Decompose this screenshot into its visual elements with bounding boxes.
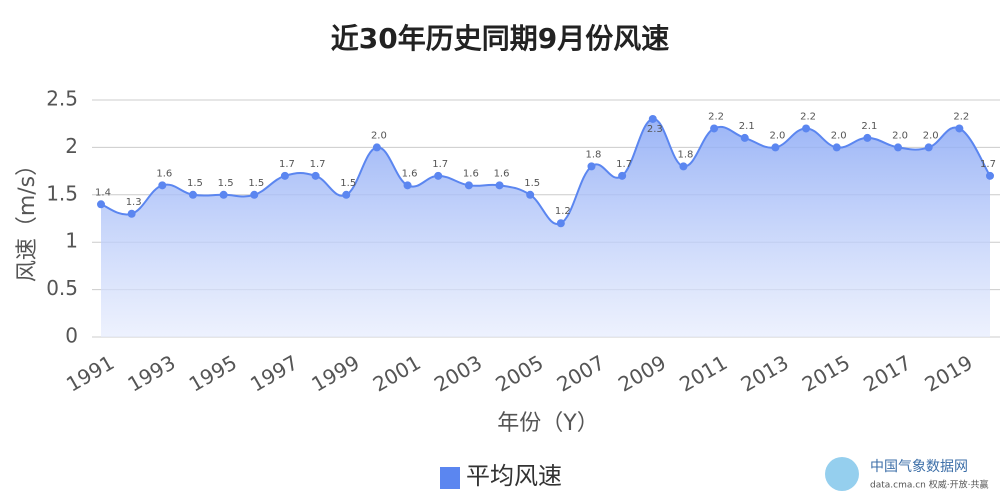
point — [587, 162, 596, 171]
point — [434, 171, 443, 180]
point — [495, 181, 504, 190]
x-tick-label: 1993 — [123, 350, 179, 396]
point — [280, 171, 289, 180]
point — [556, 219, 565, 228]
data-label: 1.8 — [677, 149, 693, 160]
legend-swatch — [440, 467, 460, 489]
data-label: 2.0 — [371, 130, 387, 141]
x-tick-label: 2007 — [553, 350, 609, 396]
x-tick-label: 2017 — [859, 350, 915, 396]
data-label: 2.1 — [861, 121, 877, 132]
data-label: 1.7 — [432, 159, 448, 170]
data-label: 1.4 — [95, 187, 111, 198]
x-tick-label: 2009 — [614, 350, 670, 396]
point — [648, 114, 657, 123]
data-label: 1.5 — [524, 178, 540, 189]
data-label: 2.0 — [892, 130, 908, 141]
data-label: 1.7 — [980, 159, 996, 170]
area — [101, 118, 990, 338]
point — [403, 181, 412, 190]
data-label: 2.2 — [953, 111, 969, 122]
x-tick-label: 2001 — [369, 350, 425, 396]
data-label: 1.5 — [248, 178, 264, 189]
data-label: 2.2 — [708, 111, 724, 122]
data-label: 1.5 — [340, 178, 356, 189]
point — [464, 181, 473, 190]
point — [311, 171, 320, 180]
watermark-name: 中国气象数据网 — [870, 459, 968, 475]
y-tick-label: 2.5 — [46, 87, 78, 111]
data-label: 1.6 — [402, 168, 418, 179]
data-label: 2.0 — [923, 130, 939, 141]
x-tick-label: 2013 — [737, 350, 793, 396]
point — [955, 124, 964, 133]
y-tick-label: 0.5 — [46, 276, 78, 300]
point — [771, 143, 780, 152]
chart-title: 近30年历史同期9月份风速 — [331, 22, 669, 55]
x-tick-label: 2003 — [430, 350, 486, 396]
y-axis-label: 风速（m/s） — [15, 154, 40, 282]
x-tick-label: 2015 — [798, 350, 854, 396]
watermark-url: data.cma.cn 权威·开放·共赢 — [870, 479, 988, 491]
data-label: 1.5 — [218, 178, 234, 189]
y-tick-label: 1.5 — [46, 181, 78, 205]
legend-label[interactable]: 平均风速 — [466, 462, 562, 490]
point — [679, 162, 688, 171]
point — [342, 190, 351, 199]
data-label: 1.7 — [310, 159, 326, 170]
data-label: 2.2 — [800, 111, 816, 122]
point — [740, 133, 749, 142]
point — [372, 143, 381, 152]
x-axis-label: 年份（Y） — [497, 411, 598, 436]
x-tick-label: 1995 — [185, 350, 241, 396]
y-tick-label: 1 — [65, 229, 78, 253]
point — [158, 181, 167, 190]
data-label: 1.7 — [616, 159, 632, 170]
watermark-logo: 中国气象数据网 data.cma.cn 权威·开放·共赢 — [825, 457, 988, 491]
point — [986, 171, 994, 180]
data-label: 1.8 — [586, 149, 602, 160]
x-tick-label: 1999 — [307, 350, 363, 396]
x-tick-label: 1997 — [246, 350, 302, 396]
data-label: 2.1 — [739, 121, 755, 132]
data-label: 2.0 — [831, 130, 847, 141]
point — [526, 190, 535, 199]
point — [250, 190, 259, 199]
point — [219, 190, 228, 199]
x-tick-label: 2019 — [921, 350, 977, 396]
x-tick-label: 2011 — [675, 350, 731, 396]
point — [710, 124, 719, 133]
data-label: 1.2 — [555, 206, 571, 217]
y-tick-label: 2 — [65, 134, 78, 158]
data-label: 1.6 — [156, 168, 172, 179]
data-label: 1.6 — [494, 168, 510, 179]
data-label: 1.3 — [126, 197, 142, 208]
point — [924, 143, 933, 152]
point — [802, 124, 811, 133]
x-tick-label: 2005 — [491, 350, 547, 396]
point — [97, 200, 105, 209]
data-label: 2.0 — [769, 130, 785, 141]
data-label: 1.7 — [279, 159, 295, 170]
point — [188, 190, 197, 199]
point — [894, 143, 903, 152]
x-tick-label: 1991 — [62, 350, 118, 396]
point — [127, 209, 136, 218]
point — [863, 133, 872, 142]
y-tick-label: 0 — [65, 324, 78, 348]
point — [618, 171, 627, 180]
data-label: 2.3 — [647, 124, 663, 135]
data-label: 1.5 — [187, 178, 203, 189]
point — [832, 143, 841, 152]
data-label: 1.6 — [463, 168, 479, 179]
